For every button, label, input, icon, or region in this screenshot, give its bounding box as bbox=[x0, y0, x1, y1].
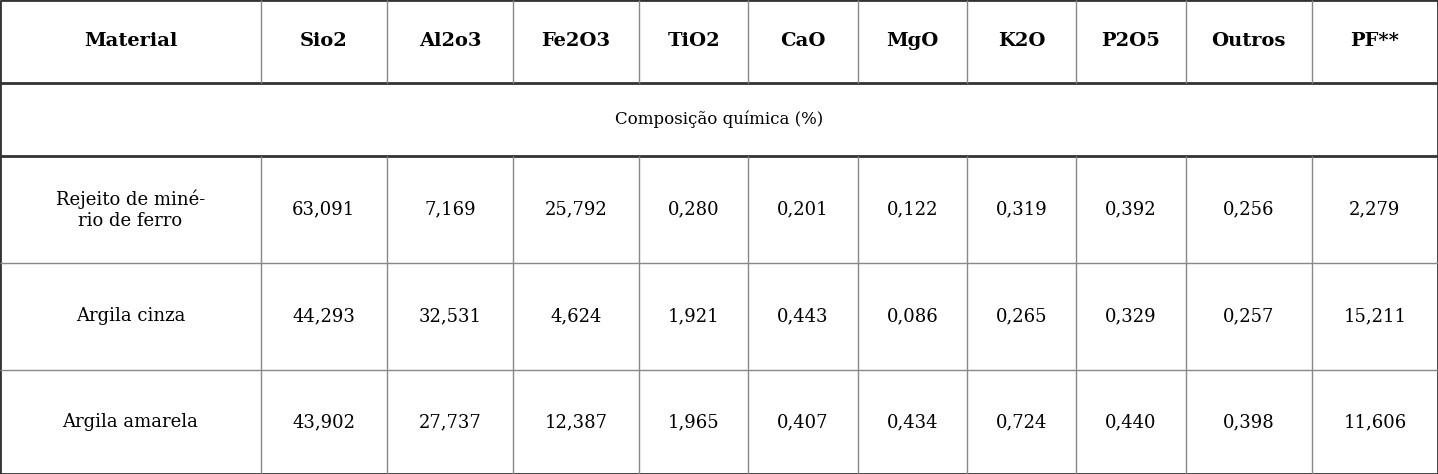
Text: 0,440: 0,440 bbox=[1106, 413, 1156, 431]
Text: 43,902: 43,902 bbox=[292, 413, 355, 431]
Text: 25,792: 25,792 bbox=[545, 201, 607, 219]
Text: Sio2: Sio2 bbox=[301, 33, 348, 50]
Text: 12,387: 12,387 bbox=[545, 413, 607, 431]
Text: 32,531: 32,531 bbox=[418, 308, 482, 325]
Text: Argila cinza: Argila cinza bbox=[76, 308, 186, 325]
Text: 1,965: 1,965 bbox=[669, 413, 719, 431]
Text: Fe2O3: Fe2O3 bbox=[542, 33, 611, 50]
Text: 0,443: 0,443 bbox=[778, 308, 828, 325]
Text: P2O5: P2O5 bbox=[1102, 33, 1160, 50]
Text: CaO: CaO bbox=[781, 33, 825, 50]
Text: MgO: MgO bbox=[886, 33, 939, 50]
Text: 0,434: 0,434 bbox=[887, 413, 938, 431]
Text: Rejeito de miné-
rio de ferro: Rejeito de miné- rio de ferro bbox=[56, 190, 206, 230]
Text: TiO2: TiO2 bbox=[667, 33, 720, 50]
Text: K2O: K2O bbox=[998, 33, 1045, 50]
Text: Al2o3: Al2o3 bbox=[418, 33, 482, 50]
Text: 11,606: 11,606 bbox=[1343, 413, 1406, 431]
Text: 27,737: 27,737 bbox=[418, 413, 482, 431]
Text: 0,280: 0,280 bbox=[669, 201, 719, 219]
Text: 15,211: 15,211 bbox=[1343, 308, 1406, 325]
Text: Material: Material bbox=[83, 33, 177, 50]
Text: 0,398: 0,398 bbox=[1222, 413, 1274, 431]
Text: 44,293: 44,293 bbox=[292, 308, 355, 325]
Text: Composição química (%): Composição química (%) bbox=[615, 111, 823, 128]
Text: 7,169: 7,169 bbox=[424, 201, 476, 219]
Text: 0,319: 0,319 bbox=[997, 201, 1048, 219]
Text: 0,122: 0,122 bbox=[887, 201, 938, 219]
Text: 63,091: 63,091 bbox=[292, 201, 355, 219]
Text: 1,921: 1,921 bbox=[669, 308, 719, 325]
Text: Outros: Outros bbox=[1212, 33, 1286, 50]
Text: 0,407: 0,407 bbox=[778, 413, 828, 431]
Text: 4,624: 4,624 bbox=[551, 308, 601, 325]
Text: 0,256: 0,256 bbox=[1224, 201, 1274, 219]
Text: 0,392: 0,392 bbox=[1106, 201, 1156, 219]
Text: 0,257: 0,257 bbox=[1224, 308, 1274, 325]
Text: PF**: PF** bbox=[1350, 33, 1399, 50]
Text: 2,279: 2,279 bbox=[1349, 201, 1401, 219]
Text: 0,265: 0,265 bbox=[997, 308, 1047, 325]
Text: 0,086: 0,086 bbox=[887, 308, 938, 325]
Text: 0,201: 0,201 bbox=[778, 201, 828, 219]
Text: Argila amarela: Argila amarela bbox=[62, 413, 198, 431]
Text: 0,329: 0,329 bbox=[1106, 308, 1156, 325]
Text: 0,724: 0,724 bbox=[997, 413, 1047, 431]
